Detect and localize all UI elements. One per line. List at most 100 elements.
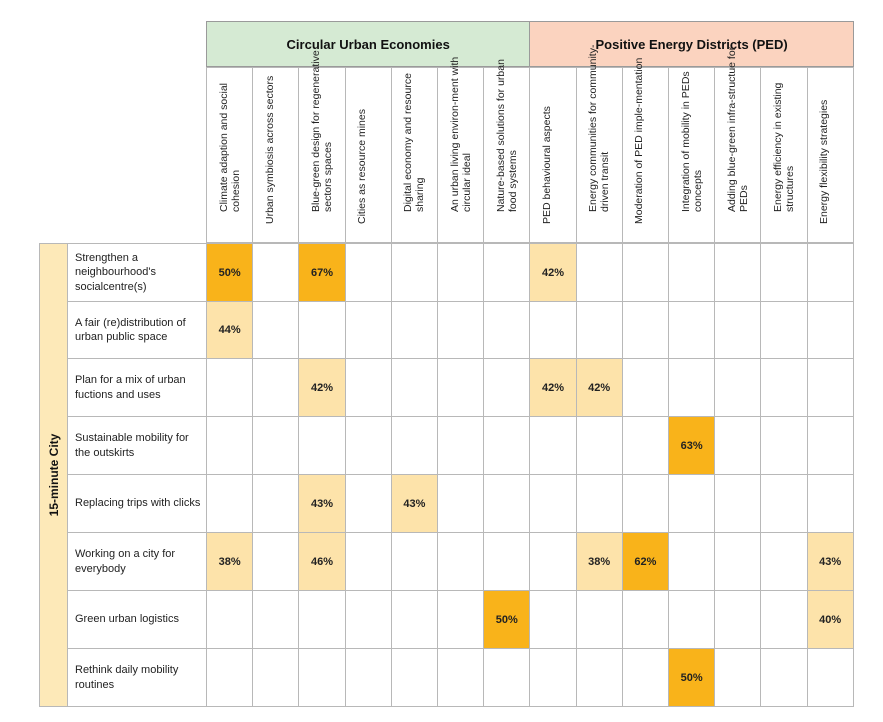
matrix-cell: [760, 532, 808, 591]
column-header: Energy communities for community-driven …: [575, 45, 623, 243]
matrix-cell-value: 42%: [529, 243, 577, 302]
matrix-cell: [483, 301, 531, 359]
group-header: Circular Urban Economies: [206, 21, 531, 67]
column-header: An urban living environ-ment with circul…: [437, 57, 485, 243]
matrix-cell: [668, 243, 716, 302]
column-header: Nature-based solutions for urban food sy…: [483, 59, 531, 243]
matrix-cell: [298, 416, 346, 475]
matrix-cell: [483, 416, 531, 475]
matrix-cell: [760, 416, 808, 475]
matrix-cell: [390, 358, 438, 417]
matrix-cell: [621, 648, 669, 707]
matrix-cell: [344, 301, 392, 359]
matrix-cell: [344, 590, 392, 649]
matrix-cell: [437, 358, 485, 417]
matrix-cell: [575, 416, 623, 475]
row-label: Sustainable mobility for the outskirts: [67, 416, 207, 475]
matrix-cell: [344, 358, 392, 417]
matrix-cell: [206, 590, 254, 649]
matrix-cell: [390, 416, 438, 475]
matrix-cell: [252, 416, 300, 475]
column-header: Energy flexibility strategies: [806, 67, 854, 243]
matrix-cell: [206, 648, 254, 707]
column-header-label: Climate adaption and social cohesion: [217, 83, 242, 212]
matrix-cell: [483, 648, 531, 707]
matrix-cell: [668, 590, 716, 649]
matrix-cell: [206, 474, 254, 533]
matrix-cell: [806, 301, 854, 359]
column-header-label: Integration of mobility in PEDs concepts: [679, 71, 704, 212]
matrix-cell: [529, 590, 577, 649]
matrix-cell: [714, 358, 762, 417]
column-header-label: Blue-green design for regenerative secto…: [309, 50, 334, 212]
row-label: Strengthen a neighbourhood's socialcentr…: [67, 243, 207, 302]
matrix-cell: [806, 474, 854, 533]
matrix-cell-value: 50%: [668, 648, 716, 707]
matrix-cell: [344, 416, 392, 475]
matrix-cell: [529, 474, 577, 533]
matrix-cell: [621, 416, 669, 475]
matrix-cell-value: 42%: [298, 358, 346, 417]
matrix-cell: [390, 301, 438, 359]
column-header-label: Nature-based solutions for urban food sy…: [494, 59, 519, 212]
matrix-cell-value: 43%: [806, 532, 854, 591]
matrix-cell: [760, 358, 808, 417]
matrix-cell: [390, 648, 438, 707]
matrix-cell: [483, 532, 531, 591]
column-header: Climate adaption and social cohesion: [206, 67, 254, 243]
matrix-cell: [668, 474, 716, 533]
matrix-cell: [483, 358, 531, 417]
group-header: Positive Energy Districts (PED): [529, 21, 854, 67]
matrix-cell: [806, 648, 854, 707]
matrix-cell: [760, 590, 808, 649]
matrix-cell: [252, 301, 300, 359]
matrix-cell: [252, 648, 300, 707]
side-label: 15-minute City: [39, 243, 68, 707]
matrix-cell: [714, 648, 762, 707]
matrix-cell: [714, 590, 762, 649]
column-header: Urban symbiosis across sectors: [252, 67, 300, 243]
column-header-label: An urban living environ-ment with circul…: [448, 56, 473, 212]
matrix-cell-value: 67%: [298, 243, 346, 302]
matrix-cell: [206, 358, 254, 417]
matrix-cell: [668, 301, 716, 359]
matrix-cell: [344, 532, 392, 591]
matrix-cell: [621, 243, 669, 302]
matrix-cell-value: 46%: [298, 532, 346, 591]
matrix-cell: [390, 590, 438, 649]
matrix-cell: [714, 416, 762, 475]
matrix-cell-value: 42%: [529, 358, 577, 417]
matrix-cell: [760, 648, 808, 707]
matrix-cell: [575, 648, 623, 707]
matrix-cell: [621, 358, 669, 417]
column-header: Adding blue-green infra-structue for PED…: [714, 47, 762, 243]
matrix-cell-value: 38%: [206, 532, 254, 591]
matrix-cell: [529, 416, 577, 475]
row-label: Replacing trips with clicks: [67, 474, 207, 533]
matrix-cell-value: 44%: [206, 301, 254, 359]
matrix-cell-value: 43%: [298, 474, 346, 533]
matrix-cell: [806, 358, 854, 417]
matrix-cell: [252, 358, 300, 417]
column-header-label: Energy communities for community-driven …: [587, 44, 612, 212]
matrix-cell: [714, 474, 762, 533]
matrix-cell: [575, 474, 623, 533]
side-label-text: 15-minute City: [46, 433, 61, 517]
matrix-cell: [668, 532, 716, 591]
matrix-cell: [575, 301, 623, 359]
column-header-label: Cities as resource mines: [356, 109, 369, 224]
column-header: Cities as resource mines: [344, 67, 392, 243]
matrix-cell-value: 43%: [390, 474, 438, 533]
matrix-cell: [529, 301, 577, 359]
matrix-cell: [483, 243, 531, 302]
matrix-cell-value: 62%: [621, 532, 669, 591]
matrix-cell: [390, 532, 438, 591]
matrix-cell: [344, 474, 392, 533]
matrix-cell: [437, 474, 485, 533]
matrix-cell: [621, 474, 669, 533]
column-header-label: Moderation of PED imple-mentation: [633, 57, 646, 224]
matrix-cell: [668, 358, 716, 417]
matrix-cell-value: 63%: [668, 416, 716, 475]
matrix-cell: [252, 590, 300, 649]
